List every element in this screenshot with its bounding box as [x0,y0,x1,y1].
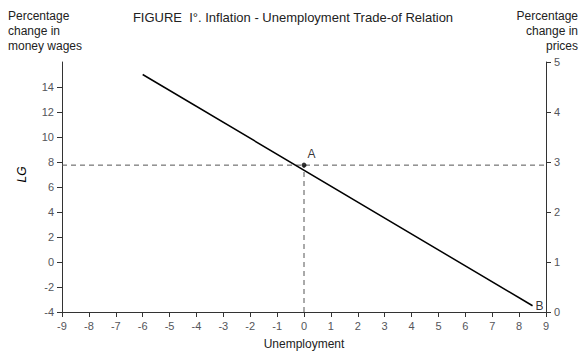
svg-text:8: 8 [516,320,522,332]
svg-text:change in: change in [526,24,578,38]
svg-text:B: B [536,299,544,313]
svg-text:-8: -8 [84,320,94,332]
svg-text:10: 10 [42,131,54,143]
svg-text:prices: prices [546,39,578,53]
svg-text:FIGURE I°. Inflation - Unempl: FIGURE I°. Inflation - Unemployment Trad… [133,10,453,25]
svg-text:9: 9 [543,320,549,332]
svg-text:7: 7 [489,320,495,332]
svg-text:change in: change in [8,24,60,38]
svg-text:Percentage: Percentage [517,9,579,23]
svg-text:-4: -4 [192,320,202,332]
svg-text:Percentage: Percentage [8,9,70,23]
svg-text:12: 12 [42,106,54,118]
svg-text:5: 5 [435,320,441,332]
svg-text:3: 3 [554,156,560,168]
svg-text:0: 0 [48,256,54,268]
svg-text:6: 6 [48,181,54,193]
svg-text:2: 2 [48,231,54,243]
svg-text:2: 2 [355,320,361,332]
svg-text:LG: LG [15,166,29,182]
svg-text:2: 2 [554,206,560,218]
svg-text:-5: -5 [165,320,175,332]
svg-text:-7: -7 [111,320,121,332]
svg-text:-6: -6 [138,320,148,332]
svg-text:-2: -2 [44,281,54,293]
svg-text:8: 8 [48,156,54,168]
svg-text:-2: -2 [245,320,255,332]
svg-text:0: 0 [301,320,307,332]
svg-text:Unemployment: Unemployment [264,337,345,351]
svg-text:A: A [308,147,316,161]
svg-text:14: 14 [42,81,54,93]
svg-text:0: 0 [554,306,560,318]
svg-text:-1: -1 [272,320,282,332]
svg-text:3: 3 [382,320,388,332]
svg-text:4: 4 [554,106,560,118]
svg-text:6: 6 [462,320,468,332]
svg-text:-9: -9 [57,320,67,332]
svg-text:-4: -4 [44,306,54,318]
svg-text:4: 4 [408,320,414,332]
svg-text:1: 1 [328,320,334,332]
svg-text:-3: -3 [218,320,228,332]
svg-text:5: 5 [554,56,560,68]
svg-text:4: 4 [48,206,54,218]
svg-text:money wages: money wages [8,39,82,53]
svg-text:1: 1 [554,256,560,268]
